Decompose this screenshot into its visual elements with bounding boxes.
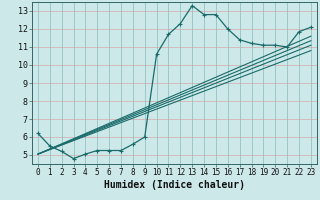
X-axis label: Humidex (Indice chaleur): Humidex (Indice chaleur) (104, 180, 245, 190)
